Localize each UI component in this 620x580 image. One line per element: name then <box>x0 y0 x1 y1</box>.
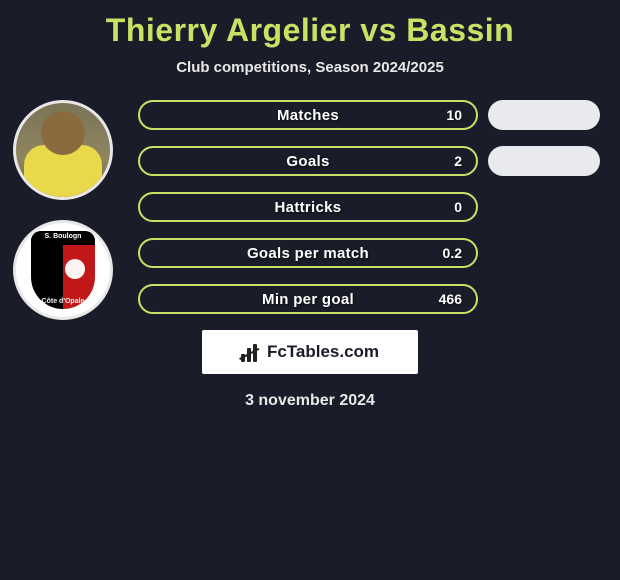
stat-label: Min per goal <box>262 291 354 308</box>
crest-top-text: S. Boulogn <box>31 233 95 240</box>
branding-text: FcTables.com <box>267 342 379 362</box>
club-crest: S. Boulogn Côte d'Opale <box>13 220 113 320</box>
comparison-panel: S. Boulogn Côte d'Opale Matches 10 Goals… <box>0 100 620 314</box>
stat-value: 10 <box>446 107 462 123</box>
stat-row-goals-per-match: Goals per match 0.2 <box>138 238 478 268</box>
player-head-shape <box>41 111 85 155</box>
stat-label: Matches <box>277 107 339 124</box>
stat-row-matches: Matches 10 <box>138 100 478 130</box>
stat-pill: Goals 2 <box>138 146 478 176</box>
opponent-oval <box>488 146 600 176</box>
stat-row-min-per-goal: Min per goal 466 <box>138 284 478 314</box>
stat-value: 2 <box>454 153 462 169</box>
page-subtitle: Club competitions, Season 2024/2025 <box>0 59 620 76</box>
player-avatar <box>13 100 113 200</box>
stat-row-goals: Goals 2 <box>138 146 478 176</box>
page-title: Thierry Argelier vs Bassin <box>0 0 620 49</box>
stat-pill: Matches 10 <box>138 100 478 130</box>
stat-value: 466 <box>439 291 462 307</box>
stat-label: Goals per match <box>247 245 369 262</box>
opponent-column <box>488 100 600 192</box>
avatars-column: S. Boulogn Côte d'Opale <box>8 100 118 340</box>
stat-pill: Hattricks 0 <box>138 192 478 222</box>
stat-label: Hattricks <box>275 199 342 216</box>
crest-bottom-text: Côte d'Opale <box>31 298 95 305</box>
stat-value: 0 <box>454 199 462 215</box>
branding-badge: FcTables.com <box>202 330 418 374</box>
snapshot-date: 3 november 2024 <box>0 392 620 410</box>
stat-row-hattricks: Hattricks 0 <box>138 192 478 222</box>
stat-value: 0.2 <box>443 245 462 261</box>
crest-shield: S. Boulogn Côte d'Opale <box>31 231 95 309</box>
stats-column: Matches 10 Goals 2 Hattricks 0 Goals per… <box>138 100 478 314</box>
opponent-oval <box>488 100 600 130</box>
stat-pill: Goals per match 0.2 <box>138 238 478 268</box>
stat-pill: Min per goal 466 <box>138 284 478 314</box>
stat-label: Goals <box>286 153 329 170</box>
bar-chart-icon <box>241 342 261 362</box>
